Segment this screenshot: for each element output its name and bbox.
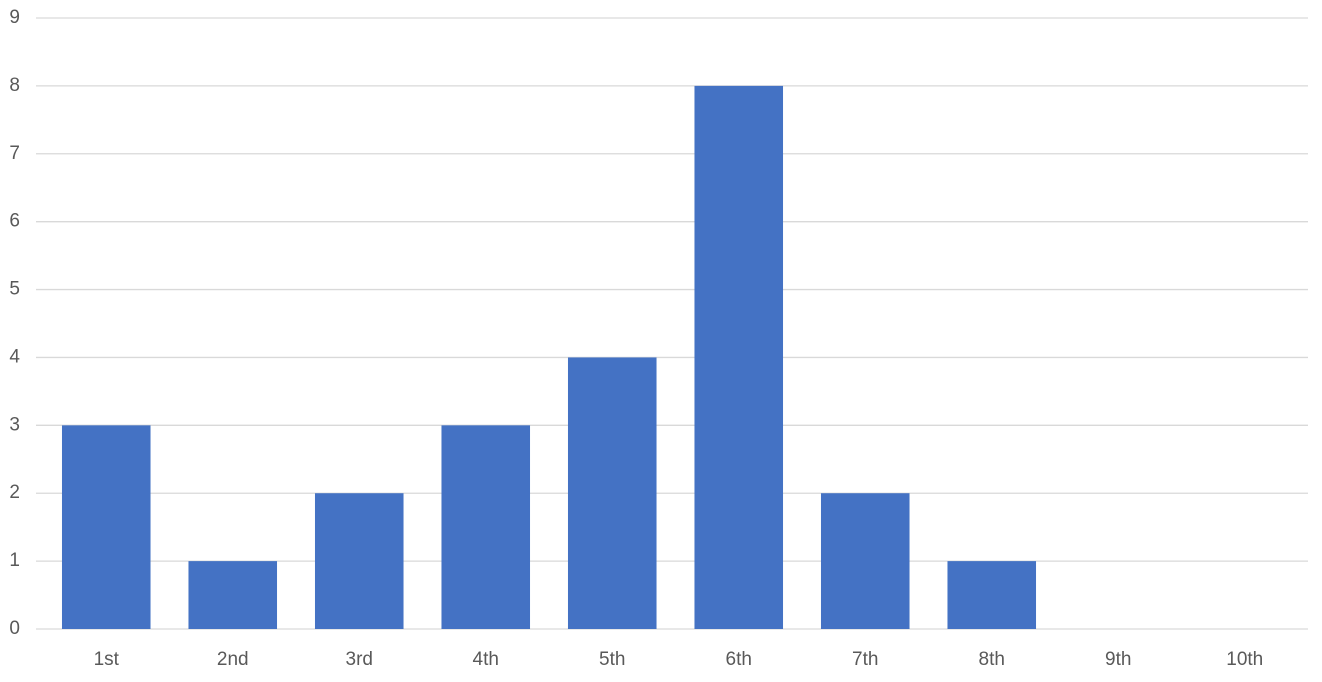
y-tick-label: 0	[9, 618, 20, 639]
bar	[820, 493, 910, 629]
bar	[441, 425, 531, 629]
y-tick-label: 6	[9, 211, 20, 232]
x-tick-label: 3rd	[346, 649, 373, 670]
y-tick-label: 4	[9, 346, 20, 367]
x-tick-label: 9th	[1105, 649, 1131, 670]
y-tick-label: 5	[9, 279, 20, 300]
bar	[188, 561, 278, 629]
y-tick-label: 2	[9, 482, 20, 503]
bar	[947, 561, 1037, 629]
bar	[61, 425, 151, 629]
x-tick-label: 5th	[599, 649, 625, 670]
x-tick-label: 4th	[473, 649, 499, 670]
x-tick-label: 1st	[94, 649, 120, 670]
x-tick-label: 7th	[852, 649, 878, 670]
x-tick-label: 2nd	[217, 649, 249, 670]
y-tick-label: 7	[9, 143, 20, 164]
x-tick-label: 10th	[1226, 649, 1263, 670]
bar	[314, 493, 404, 629]
y-tick-label: 9	[9, 7, 20, 28]
y-tick-label: 1	[9, 550, 20, 571]
y-tick-label: 3	[9, 414, 20, 435]
bar	[694, 85, 784, 629]
x-tick-label: 8th	[979, 649, 1005, 670]
bar	[567, 357, 657, 629]
x-tick-label: 6th	[726, 649, 752, 670]
y-tick-label: 8	[9, 75, 20, 96]
